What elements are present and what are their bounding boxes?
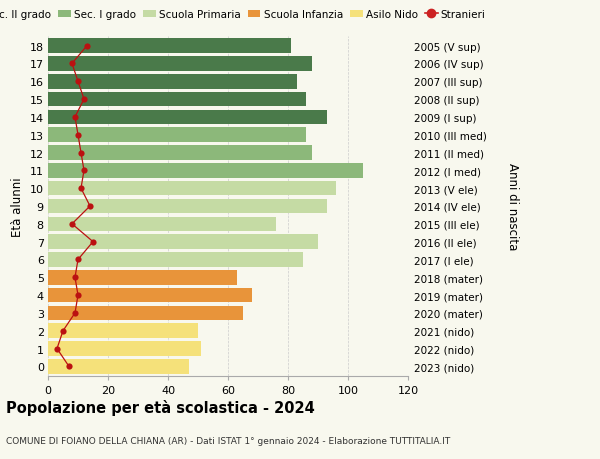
Bar <box>48 217 276 232</box>
Bar <box>48 341 201 356</box>
Text: Popolazione per età scolastica - 2024: Popolazione per età scolastica - 2024 <box>6 399 315 415</box>
Bar <box>48 93 306 107</box>
Bar <box>48 252 303 267</box>
Bar <box>48 57 312 72</box>
Bar <box>48 235 318 249</box>
Point <box>85 203 95 210</box>
Bar <box>48 164 363 178</box>
Point <box>67 221 77 228</box>
Bar <box>48 270 237 285</box>
Y-axis label: Anni di nascita: Anni di nascita <box>506 163 519 250</box>
Point <box>70 114 80 121</box>
Point <box>73 78 83 86</box>
Point <box>58 327 68 335</box>
Point <box>73 256 83 263</box>
Bar <box>48 306 243 320</box>
Y-axis label: Età alunni: Età alunni <box>11 177 24 236</box>
Point <box>70 309 80 317</box>
Point <box>67 61 77 68</box>
Point <box>73 132 83 139</box>
Point <box>76 150 86 157</box>
Point <box>52 345 62 353</box>
Bar <box>48 110 327 125</box>
Bar <box>48 75 297 90</box>
Bar <box>48 288 252 303</box>
Point <box>73 292 83 299</box>
Point <box>88 238 98 246</box>
Bar <box>48 324 198 338</box>
Bar <box>48 128 306 143</box>
Bar <box>48 39 291 54</box>
Bar <box>48 359 189 374</box>
Point <box>79 168 89 175</box>
Point <box>82 43 92 50</box>
Point <box>64 363 74 370</box>
Point <box>79 96 89 104</box>
Point <box>76 185 86 192</box>
Legend: Sec. II grado, Sec. I grado, Scuola Primaria, Scuola Infanzia, Asilo Nido, Stran: Sec. II grado, Sec. I grado, Scuola Prim… <box>0 10 485 20</box>
Bar <box>48 181 336 196</box>
Point <box>70 274 80 281</box>
Bar <box>48 199 327 214</box>
Text: COMUNE DI FOIANO DELLA CHIANA (AR) - Dati ISTAT 1° gennaio 2024 - Elaborazione T: COMUNE DI FOIANO DELLA CHIANA (AR) - Dat… <box>6 436 450 445</box>
Bar <box>48 146 312 161</box>
